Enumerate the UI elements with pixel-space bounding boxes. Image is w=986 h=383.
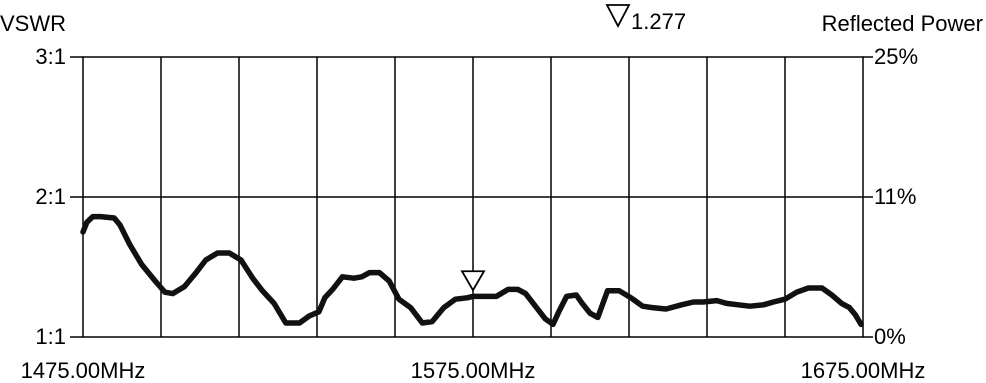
- right-tick-label: 11%: [874, 184, 916, 209]
- x-tick-label: 1475.00MHz: [21, 358, 146, 383]
- x-tick-label: 1575.00MHz: [411, 358, 536, 383]
- right-tick-label: 0%: [874, 324, 906, 349]
- marker: [460, 270, 486, 293]
- left-tick-label: 3:1: [35, 44, 66, 69]
- marker-triangle-icon: [460, 270, 486, 293]
- vswr-trace: [80, 213, 864, 328]
- marker-readout-value: 1.277: [631, 9, 686, 34]
- marker-readout-triangle-icon: [605, 4, 631, 28]
- x-axis-ticks: 1475.00MHz 1575.00MHz 1675.00MHz: [21, 358, 926, 383]
- right-axis-title: Reflected Power: [822, 11, 983, 36]
- right-axis-ticks: 25% 11% 0%: [863, 44, 918, 349]
- left-axis-title: VSWR: [0, 11, 66, 36]
- left-tick-label: 2:1: [35, 184, 66, 209]
- marker-readout: 1.277: [605, 4, 686, 34]
- left-tick-label: 1:1: [35, 324, 66, 349]
- vswr-trace-line: [80, 213, 864, 328]
- x-tick-label: 1675.00MHz: [801, 358, 926, 383]
- right-tick-label: 25%: [874, 44, 918, 69]
- left-axis-ticks: 3:1 2:1 1:1: [35, 44, 83, 349]
